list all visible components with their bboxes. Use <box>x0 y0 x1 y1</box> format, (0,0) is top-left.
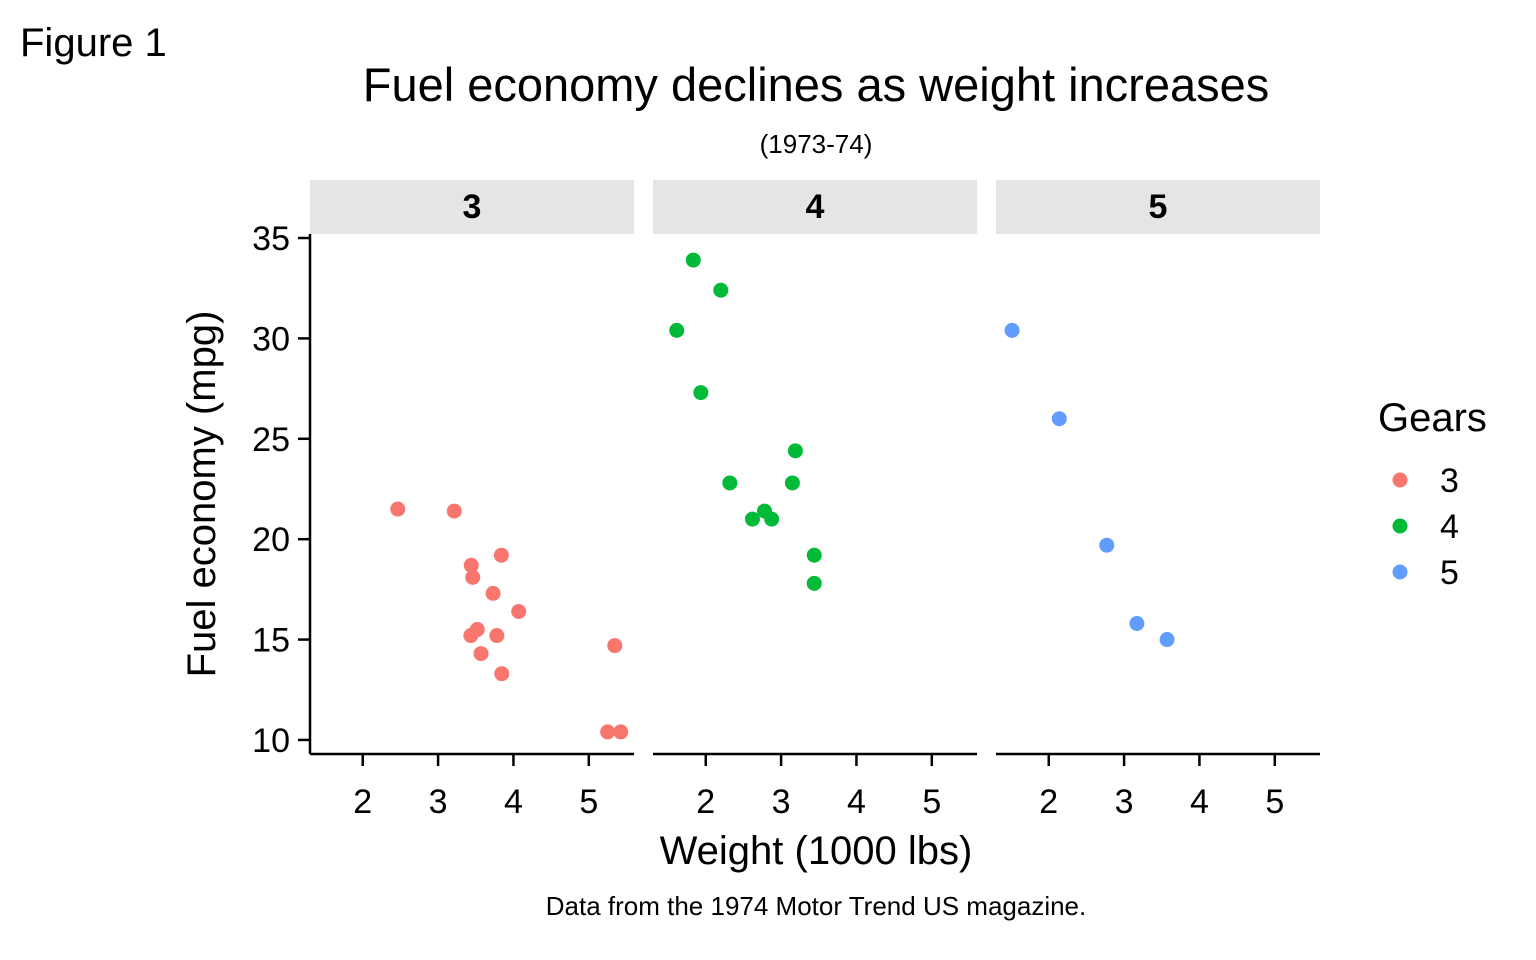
x-tick-label: 2 <box>353 783 372 821</box>
data-point <box>1004 322 1020 338</box>
x-axis-label: Weight (1000 lbs) <box>660 829 973 873</box>
facet-strip-label: 5 <box>1149 188 1168 226</box>
facet-panel-3: 3 2 3 4 5 <box>310 180 634 821</box>
facet-strip <box>996 180 1320 234</box>
data-point <box>806 575 822 591</box>
x-tick-label: 5 <box>1265 783 1284 821</box>
x-tick-label: 2 <box>696 783 715 821</box>
y-axis-label: Fuel economy (mpg) <box>180 311 224 678</box>
chart-title: Fuel economy declines as weight increase… <box>363 58 1270 111</box>
data-point <box>669 322 685 338</box>
data-point <box>390 501 406 517</box>
legend-label: 5 <box>1440 554 1459 592</box>
y-axis: 10 15 20 25 30 35 <box>252 220 312 760</box>
data-point <box>489 628 505 644</box>
data-point <box>1129 615 1145 631</box>
data-point <box>1099 537 1115 553</box>
legend-item-5: 5 <box>1392 554 1459 592</box>
legend-swatch <box>1392 564 1408 580</box>
facet-strip-label: 4 <box>806 188 825 226</box>
x-tick-label: 3 <box>1115 783 1134 821</box>
legend-swatch <box>1392 472 1408 488</box>
data-point <box>446 503 462 519</box>
legend-label: 3 <box>1440 462 1459 500</box>
data-point <box>784 475 800 491</box>
data-point <box>722 475 738 491</box>
y-tick-label: 25 <box>252 421 290 459</box>
x-tick-label: 3 <box>429 783 448 821</box>
data-point <box>473 646 489 662</box>
x-tick-label: 5 <box>579 783 598 821</box>
facet-strip-label: 3 <box>463 188 482 226</box>
data-point <box>494 666 510 682</box>
data-point <box>744 511 760 527</box>
x-tick-label: 3 <box>772 783 791 821</box>
data-point <box>787 443 803 459</box>
y-tick-label: 10 <box>252 722 290 760</box>
data-point <box>465 569 481 585</box>
figure-label: Figure 1 <box>20 21 167 65</box>
x-tick-label: 4 <box>847 783 866 821</box>
chart-subtitle: (1973-74) <box>760 129 873 159</box>
data-point <box>493 547 509 563</box>
x-tick-label: 5 <box>922 783 941 821</box>
y-tick-label: 30 <box>252 320 290 358</box>
facet-panel-5: 5 2 3 4 5 <box>996 180 1320 821</box>
legend-swatch <box>1392 518 1408 534</box>
facet-panels: 3 2 3 4 5 4 2 3 4 5 5 2 3 4 5 <box>310 180 1320 821</box>
legend-items: 3 4 5 <box>1392 462 1459 592</box>
y-tick-label: 35 <box>252 220 290 258</box>
legend-title: Gears <box>1378 396 1487 440</box>
data-point <box>1159 632 1175 648</box>
y-tick-label: 20 <box>252 521 290 559</box>
data-point <box>806 547 822 563</box>
data-point <box>607 638 623 654</box>
legend-item-4: 4 <box>1392 508 1459 546</box>
facet-panel-4: 4 2 3 4 5 <box>653 180 977 821</box>
data-point <box>469 622 485 638</box>
data-point <box>1051 411 1067 427</box>
data-point <box>693 385 709 401</box>
facet-strip <box>653 180 977 234</box>
data-point <box>713 282 729 298</box>
facet-strip <box>310 180 634 234</box>
legend-item-3: 3 <box>1392 462 1459 500</box>
y-tick-label: 15 <box>252 622 290 660</box>
data-point <box>764 511 780 527</box>
x-tick-label: 2 <box>1039 783 1058 821</box>
data-point <box>600 724 616 740</box>
data-point <box>613 724 629 740</box>
data-point <box>463 557 479 573</box>
data-point <box>511 603 527 619</box>
data-point <box>685 252 701 268</box>
legend-label: 4 <box>1440 508 1459 546</box>
data-point <box>485 585 501 601</box>
legend: Gears 3 4 5 <box>1378 396 1487 592</box>
x-tick-label: 4 <box>1190 783 1209 821</box>
x-tick-label: 4 <box>504 783 523 821</box>
chart-caption: Data from the 1974 Motor Trend US magazi… <box>546 891 1087 921</box>
